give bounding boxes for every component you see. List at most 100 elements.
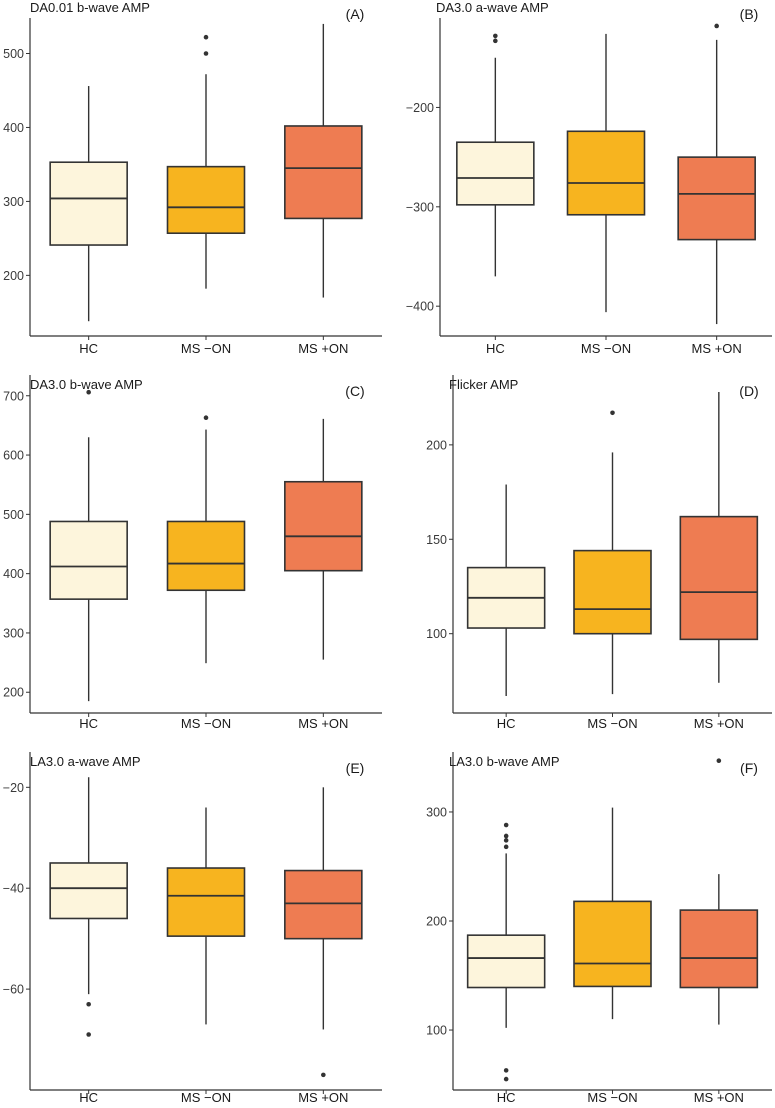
iqr-box [573,900,652,988]
chart-panel-f: LA3.0 b-wave AMP (F) 100 200 300 HC MS −ON MS +… [426,752,772,1105]
outlier-point [714,23,719,29]
y-tick-label: 500 [3,47,24,61]
chart-title: LA3.0 b-wave AMP [449,754,560,769]
outlier-point [86,1001,91,1007]
iqr-box [49,862,128,920]
x-category-label: HC [79,1090,98,1105]
y-tick-label: 300 [426,805,447,819]
box-hc [49,389,128,702]
x-category-label: HC [79,716,98,731]
box-hc [466,484,546,697]
outlier-point [203,415,209,420]
y-tick-label: 300 [3,195,24,209]
chart-panel-b: DA3.0 a-wave AMP (B) −400 −300 −200 HC MS −ON M… [406,0,772,356]
iqr-box [284,480,363,572]
outlier-point [610,410,615,416]
box-hc [466,822,546,1082]
x-category-label: MS +ON [298,341,348,356]
box-ms-on [284,418,363,660]
y-tick-label: −20 [3,781,24,795]
box-hc [49,777,128,1037]
y-tick-label: 400 [3,121,24,135]
outlier-point [503,838,509,843]
chart-title: DA0.01 b-wave AMP [30,0,150,15]
outlier-point [503,1068,509,1073]
y-tick-label: −300 [406,200,434,214]
panel-label: (F) [740,760,758,776]
box-ms-on [679,758,759,1025]
iqr-box [284,869,363,940]
x-category-label: MS −ON [587,1090,637,1105]
y-tick-label: −60 [3,983,24,997]
outlier-point [503,833,509,839]
y-tick-label: −200 [406,101,434,115]
outlier-point [503,1076,509,1082]
y-tick-label: 200 [426,915,447,929]
panel-label: (A) [346,6,365,22]
box-ms-on [284,23,363,298]
y-tick-label: 200 [426,438,447,452]
x-category-label: HC [497,1090,516,1105]
box-ms-on [166,415,246,664]
y-tick-label: 200 [3,686,24,700]
x-category-label: MS +ON [298,716,348,731]
chart-panel-c: DA3.0 b-wave AMP (C) 200 300 400 500 600 700 HC M… [3,375,382,731]
panel-label: (C) [345,383,364,399]
outlier-point [86,389,91,395]
iqr-box [679,515,759,641]
iqr-box [573,549,652,635]
outlier-point [493,38,498,44]
x-category-label: MS −ON [581,341,631,356]
chart-title: DA3.0 b-wave AMP [30,377,143,392]
box-ms-on [166,34,246,289]
box-ms-on [284,787,363,1078]
y-tick-label: 100 [426,627,447,641]
iqr-box [456,141,535,206]
y-tick-label: −40 [3,882,24,896]
x-category-label: MS +ON [692,341,742,356]
iqr-box [166,520,246,592]
y-tick-label: 100 [426,1024,447,1038]
x-category-label: MS −ON [181,341,231,356]
chart-panel-d: Flicker AMP (D) 100 150 200 HC MS −ON MS +ON [426,375,772,731]
iqr-box [49,161,128,246]
panel-label: (B) [740,6,759,22]
iqr-box [679,909,759,989]
y-tick-label: 400 [3,567,24,581]
outlier-point [203,34,209,40]
chart-title: Flicker AMP [449,377,518,392]
box-hc [456,33,535,277]
x-category-label: HC [79,341,98,356]
x-category-label: HC [497,716,516,731]
y-tick-label: 700 [3,389,24,403]
x-category-label: MS +ON [694,716,744,731]
box-ms-on [566,33,646,313]
box-ms-on [166,807,246,1025]
box-ms-on [573,410,652,695]
box-ms-on [573,807,652,1020]
panel-label: (E) [346,760,365,776]
outlier-point [493,33,498,39]
iqr-box [166,867,246,937]
outlier-point [321,1072,326,1078]
y-tick-label: 150 [426,533,447,547]
y-tick-label: 200 [3,269,24,283]
chart-panel-a: DA0.01 b-wave AMP (A) 200 300 400 500 HC MS −ON… [3,0,382,356]
x-category-label: MS −ON [181,1090,231,1105]
outlier-point [503,822,509,828]
outlier-point [86,1032,91,1037]
y-tick-label: −400 [406,300,434,314]
chart-title: LA3.0 a-wave AMP [30,754,141,769]
iqr-box [466,934,546,989]
box-ms-on [679,391,759,683]
x-category-label: HC [486,341,505,356]
box-hc [49,86,128,322]
x-category-label: MS +ON [298,1090,348,1105]
chart-title: DA3.0 a-wave AMP [436,0,549,15]
box-ms-on [677,23,756,325]
y-tick-label: 600 [3,449,24,463]
iqr-box [49,520,128,600]
outlier-point [503,844,509,850]
y-tick-label: 500 [3,508,24,522]
